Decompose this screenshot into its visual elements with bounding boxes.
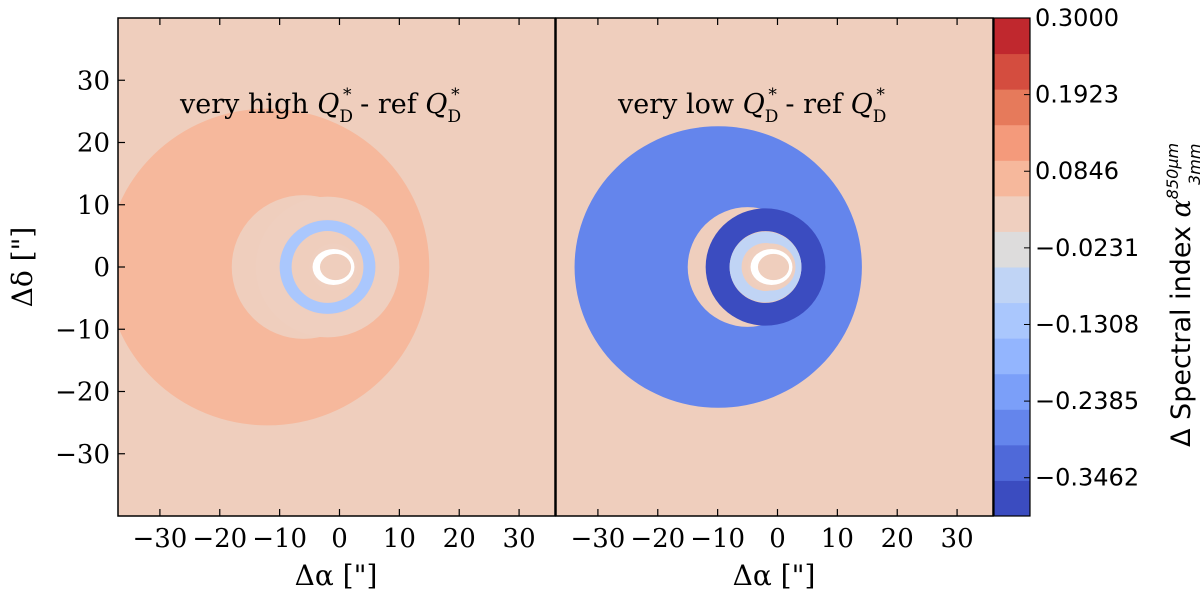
colorbar-tick-label: 0.3000 [1035,4,1119,32]
colorbar-level [994,267,1030,304]
x-tick-label: 20 [881,524,914,554]
colorbar-tick-label: −0.1308 [1035,310,1139,338]
x-tick-label: 0 [769,524,786,554]
panel-right: very low QD* - ref QD* −30 −20 −10 0 10 20 30 [555,17,994,554]
ring-mid-ring [705,208,826,326]
colorbar-level [994,231,1030,268]
colorbar-level [994,160,1030,197]
x-tick-label: −20 [630,524,685,554]
colorbar-level [994,444,1030,481]
x-tick-label: −20 [192,524,247,554]
y-tick-label: 10 [77,191,110,221]
colorbar-level [994,338,1030,375]
ring-outer-ring [118,108,430,426]
colorbar-level [994,53,1030,90]
panel-right-x-ticks: −30 −20 −10 0 10 20 30 [570,18,974,554]
x-tick-label: 10 [821,524,854,554]
panel-left-y-ticks: −30 −20 −10 0 10 20 30 [55,66,125,470]
colorbar-tick-label: 0.1923 [1035,81,1119,109]
x-tick-label: 20 [443,524,476,554]
colorbar-title: Δ Spectral index α850μm 3mm [1163,143,1200,447]
colorbar-ticks: 0.3000 0.1923 0.0846 −0.0231 −0.1308 −0.2385 −… [1024,4,1139,492]
x-tick-label: −30 [570,524,625,554]
colorbar-levels [994,18,1030,517]
x-tick-label: 30 [503,524,536,554]
y-tick-label: −10 [55,315,110,345]
ring-outer-ring [574,126,862,408]
colorbar-level [994,302,1030,339]
colorbar-tick-label: −0.3462 [1035,464,1139,492]
panel-right-rings [574,126,862,408]
x-tick-label: −10 [252,524,307,554]
x-axis-title-right: Δα ["] [733,559,816,592]
colorbar-tick-label: 0.0846 [1035,157,1119,185]
colorbar-level [994,195,1030,232]
panel-left-x-ticks: −30 −20 −10 0 10 20 30 [132,18,536,554]
x-tick-label: −30 [132,524,187,554]
colorbar-level [994,409,1030,446]
central-core [757,253,790,281]
panel-left: very high QD* - ref QD* −30 −20 −10 0 10 20 30… [55,17,556,554]
colorbar-level [994,89,1030,126]
colorbar-level [994,124,1030,161]
x-tick-label: 30 [941,524,974,554]
colorbar-tick-label: −0.0231 [1035,234,1139,262]
y-tick-label: 0 [93,253,110,283]
y-axis-title: Δδ ["] [6,227,39,308]
panel-right-title: very low QD* - ref QD* [617,85,886,127]
panel-left-rings [118,108,430,426]
y-tick-label: −30 [55,440,110,470]
central-core [319,253,352,281]
x-tick-label: 10 [383,524,416,554]
colorbar-level [994,18,1030,55]
y-tick-label: 20 [77,129,110,159]
y-tick-label: −20 [55,378,110,408]
panel-right-frame [555,17,994,517]
x-axis-title-left: Δα ["] [295,559,378,592]
colorbar-level [994,373,1030,410]
panel-left-title: very high QD* - ref QD* [179,85,461,127]
colorbar-tick-label: −0.2385 [1035,387,1139,415]
colorbar: 0.3000 0.1923 0.0846 −0.0231 −0.1308 −0.2385 −… [993,4,1200,517]
y-tick-label: 30 [77,66,110,96]
colorbar-level [994,480,1030,517]
colorbar-frame [993,17,1031,517]
x-tick-label: 0 [331,524,348,554]
ring-mid-ring [255,196,400,338]
x-tick-label: −10 [690,524,745,554]
